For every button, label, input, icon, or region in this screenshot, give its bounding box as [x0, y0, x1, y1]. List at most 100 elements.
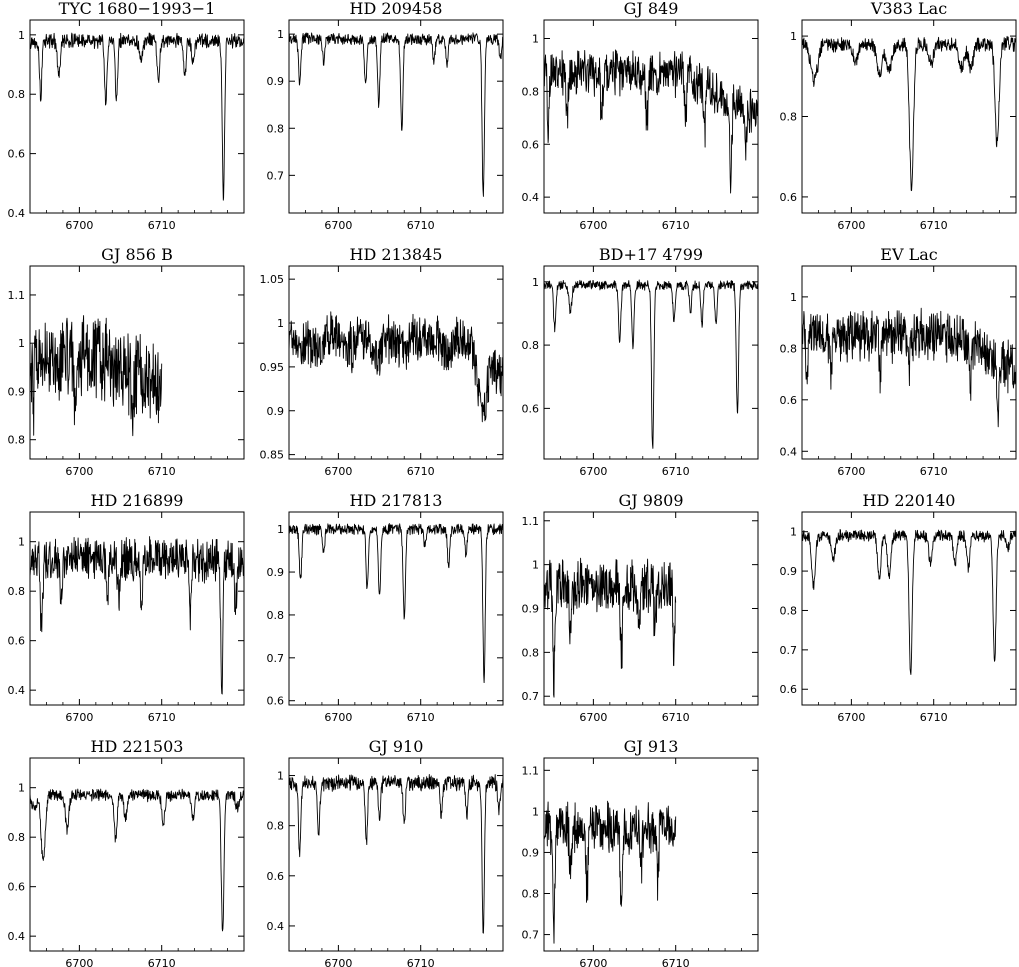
- y-tick-label: 1: [277, 770, 284, 783]
- y-tick-label: 0.8: [780, 111, 798, 124]
- y-tick-label: 0.6: [267, 695, 285, 708]
- y-tick-label: 1: [18, 29, 25, 42]
- plot-frame: [29, 757, 245, 952]
- panel-title: HD 221503: [91, 737, 184, 756]
- y-tick-label: 1: [532, 559, 539, 572]
- x-tick-label: 6710: [148, 711, 176, 724]
- y-tick-label: 1.1: [522, 515, 540, 528]
- spectrum-panel: EV Lac 6700 6710 0.4 0.6 0.8 1: [780, 245, 1017, 478]
- y-tick-label: 1: [277, 523, 284, 536]
- y-tick-label: 0.95: [260, 361, 285, 374]
- panel-title: HD 213845: [350, 245, 443, 264]
- panel-title: GJ 910: [369, 737, 424, 756]
- x-tick-label: 6710: [662, 465, 690, 478]
- spectrum-panel: BD+17 4799 6700 6710 0.6 0.8 1: [522, 245, 759, 478]
- x-tick-label: 6700: [579, 219, 607, 232]
- spectrum-panel: TYC 1680−1993−1 6700 6710 0.4 0.6 0.8 1: [8, 0, 245, 232]
- plot-frame: [801, 265, 1017, 460]
- x-tick-label: 6700: [324, 711, 352, 724]
- y-tick-label: 0.6: [780, 191, 798, 204]
- spectrum-line: [289, 32, 503, 197]
- y-tick-label: 0.9: [8, 385, 26, 398]
- y-tick-label: 0.85: [260, 449, 285, 462]
- y-tick-label: 0.8: [522, 888, 540, 901]
- spectrum-panel: GJ 856 B 6700 6710 0.8 0.9 1 1.1: [8, 245, 245, 478]
- y-tick-label: 1: [18, 536, 25, 549]
- y-tick-label: 1: [532, 33, 539, 46]
- panel-title: BD+17 4799: [599, 245, 703, 264]
- plot-frame: [543, 19, 759, 214]
- plot-frame: [543, 265, 759, 460]
- y-tick-label: 1: [532, 805, 539, 818]
- y-tick-label: 0.9: [267, 405, 285, 418]
- y-tick-label: 0.7: [267, 652, 285, 665]
- spectrum-line: [544, 557, 677, 698]
- x-tick-label: 6700: [65, 219, 93, 232]
- y-tick-label: 0.8: [267, 609, 285, 622]
- y-tick-label: 0.4: [267, 920, 285, 933]
- plot-frame: [801, 511, 1017, 706]
- spectrum-line: [30, 32, 244, 201]
- y-tick-label: 1.05: [260, 273, 285, 286]
- plot-frame: [543, 757, 759, 952]
- panel-title: HD 209458: [350, 0, 443, 18]
- y-tick-label: 1.1: [8, 289, 26, 302]
- panel-title: HD 220140: [863, 491, 956, 510]
- plot-frame: [288, 265, 504, 460]
- x-tick-label: 6700: [324, 219, 352, 232]
- spectrum-line: [30, 315, 163, 437]
- y-tick-label: 0.8: [522, 85, 540, 98]
- y-tick-label: 0.6: [522, 138, 540, 151]
- y-tick-label: 1: [277, 317, 284, 330]
- y-tick-label: 1: [790, 30, 797, 43]
- y-tick-label: 0.6: [8, 635, 26, 648]
- spectrum-panel: HD 213845 6700 6710 0.85 0.9 0.95 1 1.05: [260, 245, 504, 478]
- y-tick-label: 1: [18, 782, 25, 795]
- y-tick-label: 0.4: [8, 930, 26, 943]
- y-tick-label: 0.8: [8, 585, 26, 598]
- y-tick-label: 0.6: [8, 881, 26, 894]
- x-tick-label: 6700: [579, 465, 607, 478]
- y-tick-label: 1.1: [522, 764, 540, 777]
- y-tick-label: 0.4: [522, 191, 540, 204]
- plot-frame: [288, 19, 504, 214]
- y-tick-label: 0.8: [8, 88, 26, 101]
- panel-title: HD 216899: [91, 491, 184, 510]
- plot-frame: [29, 265, 245, 460]
- spectrum-line: [289, 523, 503, 684]
- spectrum-panel: HD 217813 6700 6710 0.6 0.7 0.8 0.9 1: [267, 491, 504, 724]
- plot-frame: [543, 511, 759, 706]
- x-tick-label: 6700: [837, 465, 865, 478]
- spectrum-panel: GJ 9809 6700 6710 0.7 0.8 0.9 1 1.1: [522, 491, 759, 724]
- y-tick-label: 0.8: [780, 342, 798, 355]
- plot-frame: [29, 511, 245, 706]
- y-tick-label: 0.9: [780, 565, 798, 578]
- y-tick-label: 1: [18, 337, 25, 350]
- y-tick-label: 0.9: [267, 75, 285, 88]
- spectrum-line: [544, 279, 758, 449]
- x-tick-label: 6700: [65, 465, 93, 478]
- spectrum-line: [802, 307, 1016, 428]
- y-tick-label: 0.7: [522, 929, 540, 942]
- y-tick-label: 0.6: [267, 870, 285, 883]
- y-tick-label: 0.4: [8, 207, 26, 220]
- spectrum-panel: GJ 913 6700 6710 0.7 0.8 0.9 1 1.1: [522, 737, 759, 967]
- x-tick-label: 6710: [662, 711, 690, 724]
- spectrum-panel: HD 209458 6700 6710 0.7 0.8 0.9 1: [267, 0, 504, 232]
- x-tick-label: 6700: [837, 219, 865, 232]
- y-tick-label: 0.4: [780, 445, 798, 458]
- panel-title: V383 Lac: [870, 0, 947, 18]
- spectrum-line: [802, 528, 1016, 675]
- spectrum-panel: HD 220140 6700 6710 0.6 0.7 0.8 0.9 1: [780, 491, 1017, 724]
- panel-title: HD 217813: [350, 491, 443, 510]
- y-tick-label: 0.9: [267, 566, 285, 579]
- x-tick-label: 6710: [148, 957, 176, 967]
- spectrum-line: [544, 49, 758, 194]
- y-tick-label: 1: [790, 526, 797, 539]
- y-tick-label: 0.8: [522, 339, 540, 352]
- spectrum-line: [289, 774, 503, 934]
- panel-title: GJ 849: [624, 0, 679, 18]
- plot-frame: [288, 511, 504, 706]
- spectrum-line: [30, 536, 244, 695]
- x-tick-label: 6710: [662, 219, 690, 232]
